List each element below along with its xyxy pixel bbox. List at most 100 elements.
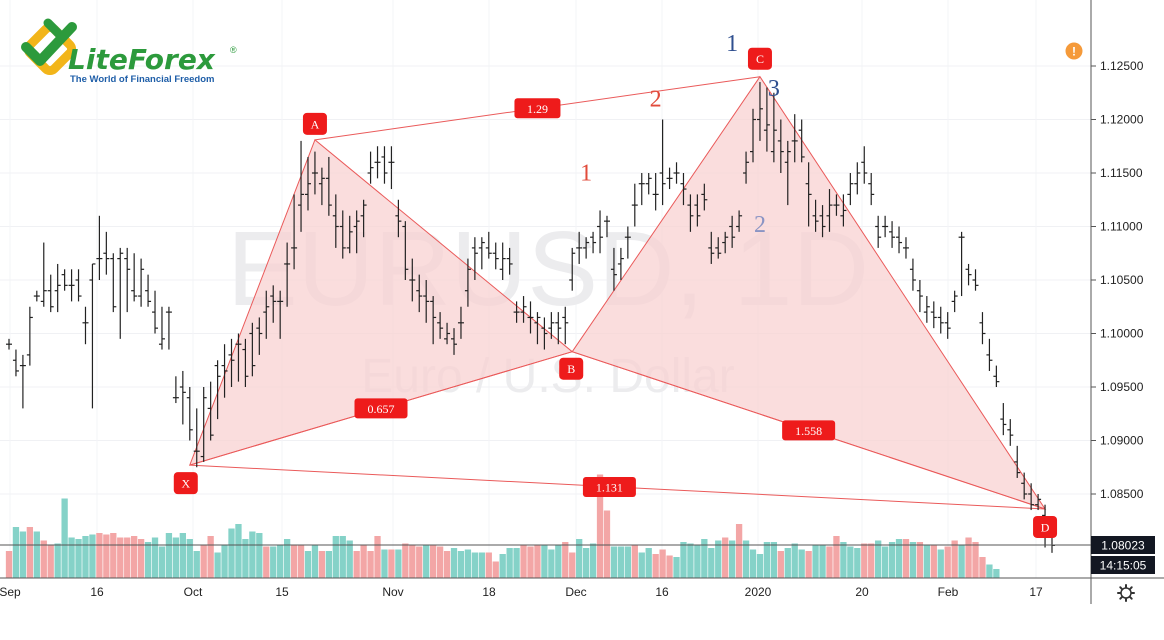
volume-bar (82, 536, 89, 578)
volume-bar (763, 542, 771, 578)
volume-bar (5, 551, 13, 578)
ohlc-bar (861, 146, 868, 184)
ohlc-bar (687, 194, 694, 232)
ohlc-bar (777, 119, 784, 173)
pattern-point-label: D (1041, 520, 1050, 534)
ohlc-bar (457, 306, 464, 339)
ohlc-bar (367, 151, 374, 184)
volume-bar (158, 546, 166, 578)
ohlc-bar (117, 247, 124, 339)
ohlc-bar (304, 156, 311, 211)
liteforex-logo-registered: ® (230, 45, 237, 55)
ohlc-bar (138, 258, 145, 307)
volume-bar (576, 539, 583, 578)
x-tick-label: 16 (90, 585, 104, 599)
ohlc-bar (318, 167, 325, 206)
ohlc-bar (701, 183, 708, 211)
ohlc-bar (715, 237, 722, 259)
wave-label: 2 (650, 87, 662, 113)
ohlc-bar (889, 221, 896, 248)
volume-bar (200, 545, 207, 578)
volume-bar (979, 557, 986, 578)
ohlc-bar (562, 306, 569, 345)
settings-gear-icon[interactable] (1117, 584, 1135, 602)
volume-bar (339, 536, 346, 578)
wave-labels: 1 2 1 3 2 (580, 31, 780, 238)
ohlc-bar (54, 263, 61, 313)
ohlc-bar (597, 210, 604, 254)
volume-bar (40, 540, 47, 578)
volume-bar (881, 546, 889, 578)
ohlc-bar (158, 306, 165, 350)
volume-bar (840, 542, 847, 578)
x-tick-label: 18 (482, 585, 496, 599)
ohlc-bar (506, 247, 513, 275)
volume-bar (144, 542, 152, 578)
ratio-label: 1.131 (582, 477, 636, 498)
ratio-label: 1.29 (514, 98, 561, 119)
volume-bar (993, 569, 1000, 578)
ohlc-bar (12, 349, 19, 377)
ohlc-bar (770, 92, 777, 163)
volume-bar (652, 554, 659, 578)
volume-bar (506, 548, 513, 578)
volume-bar (137, 539, 145, 578)
volume-bar (172, 537, 180, 578)
volume-bar (214, 552, 221, 578)
volume-bar (346, 540, 353, 578)
wave-label: 3 (768, 76, 780, 102)
volume-bar (784, 548, 791, 578)
ohlc-bar (249, 322, 256, 377)
ohlc-bar (200, 387, 207, 462)
ohlc-bar (896, 226, 903, 254)
volume-bar (297, 545, 305, 578)
pattern-point-label: A (311, 117, 320, 131)
volume-bar (311, 545, 319, 578)
ohlc-bar (423, 280, 430, 323)
volume-histogram (5, 474, 1000, 578)
volume-bar (395, 549, 402, 578)
volume-bar (701, 539, 708, 578)
volume-bar (562, 542, 569, 578)
alert-icon[interactable]: ! (1065, 42, 1083, 60)
ohlc-bar (826, 189, 833, 232)
volume-bar (110, 533, 117, 578)
volume-bar (124, 537, 131, 578)
volume-bar (471, 552, 479, 578)
ohlc-bar (763, 87, 770, 152)
x-tick-label: Sep (0, 585, 21, 599)
ohlc-bar (659, 119, 666, 206)
ohlc-bar (583, 237, 590, 259)
ohlc-bar (270, 285, 277, 323)
volume-bar (694, 545, 701, 578)
ohlc-bar (513, 301, 520, 323)
volume-bar (47, 545, 54, 578)
volume-bar (499, 554, 506, 578)
volume-bar (812, 545, 819, 578)
volume-bar (283, 539, 291, 578)
ohlc-bar (430, 296, 437, 345)
volume-bar (582, 548, 590, 578)
ohlc-bars (6, 82, 1055, 553)
pattern-point-box (173, 472, 198, 495)
x-tick-label: 17 (1029, 585, 1043, 599)
ratio-label: 0.657 (354, 398, 408, 419)
ohlc-bar (736, 210, 743, 232)
ohlc-bar (979, 312, 986, 345)
pattern-point-a: A (302, 112, 327, 135)
ohlc-bar (833, 194, 840, 216)
price-readout-text: 1.08023 (1101, 539, 1145, 553)
ohlc-bar (847, 173, 854, 206)
ohlc-bar (179, 370, 186, 425)
ohlc-bar (694, 194, 701, 227)
x-tick-label: Dec (565, 585, 586, 599)
time-readout-text: 14:15:05 (1100, 559, 1147, 573)
volume-bar (541, 545, 548, 578)
ohlc-bar (520, 296, 527, 323)
ohlc-bar (124, 247, 131, 313)
ohlc-bar (311, 151, 318, 195)
ohlc-bar (485, 231, 492, 259)
ohlc-bar (868, 173, 875, 206)
